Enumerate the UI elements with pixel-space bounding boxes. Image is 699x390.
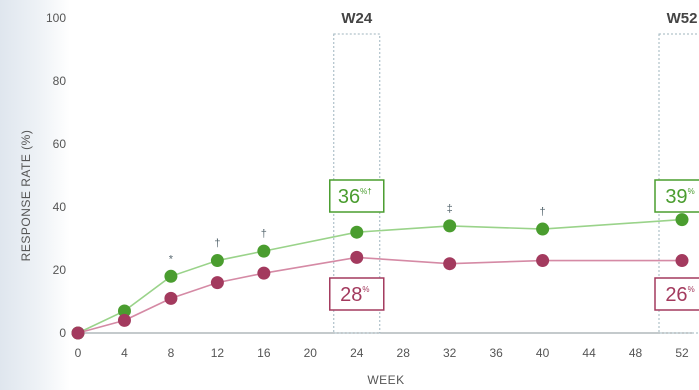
data-point-maroon bbox=[675, 254, 689, 268]
data-point-maroon bbox=[117, 313, 131, 327]
data-point-maroon bbox=[164, 291, 178, 305]
data-point-maroon bbox=[443, 257, 457, 271]
data-point-green bbox=[117, 304, 131, 318]
data-point-green bbox=[350, 225, 364, 239]
callout-value-green: 36%† bbox=[338, 186, 372, 208]
y-tick-label: 100 bbox=[46, 11, 66, 25]
x-tick-label: 4 bbox=[121, 346, 128, 360]
significance-marker: ‡ bbox=[447, 203, 453, 215]
x-tick-label: 28 bbox=[397, 346, 411, 360]
background-shade bbox=[0, 0, 70, 390]
highlight-week-label: W24 bbox=[341, 10, 373, 27]
x-tick-label: 40 bbox=[536, 346, 550, 360]
data-point-maroon bbox=[350, 250, 364, 264]
data-point-green bbox=[443, 219, 457, 233]
data-point-maroon bbox=[210, 276, 224, 290]
data-point-green bbox=[675, 213, 689, 227]
data-point-green bbox=[210, 254, 224, 268]
x-tick-label: 48 bbox=[629, 346, 643, 360]
data-point-green bbox=[257, 244, 271, 258]
x-tick-label: 32 bbox=[443, 346, 457, 360]
y-tick-label: 20 bbox=[53, 263, 67, 277]
callout-box-green bbox=[654, 179, 699, 213]
data-point-maroon bbox=[536, 254, 550, 268]
callout-box-maroon bbox=[329, 277, 385, 311]
x-tick-label: 24 bbox=[350, 346, 364, 360]
significance-marker: † bbox=[261, 228, 267, 240]
y-tick-label: 0 bbox=[59, 326, 66, 340]
x-axis-title: WEEK bbox=[367, 373, 404, 387]
highlight-week-label: W52 bbox=[667, 10, 698, 27]
significance-marker: † bbox=[540, 206, 546, 218]
x-tick-label: 0 bbox=[75, 346, 82, 360]
significance-marker: † bbox=[214, 238, 220, 250]
x-tick-label: 20 bbox=[304, 346, 318, 360]
data-point-maroon bbox=[257, 266, 271, 280]
data-point-green bbox=[536, 222, 550, 236]
x-tick-label: 12 bbox=[211, 346, 225, 360]
significance-marker: * bbox=[169, 253, 174, 265]
x-tick-label: 52 bbox=[675, 346, 689, 360]
data-point-green bbox=[164, 269, 178, 283]
callout-value-maroon: 26% bbox=[665, 284, 694, 306]
y-axis-title: RESPONSE RATE (%) bbox=[19, 130, 33, 262]
x-tick-label: 16 bbox=[257, 346, 271, 360]
data-point-maroon bbox=[71, 326, 85, 340]
x-tick-label: 44 bbox=[582, 346, 596, 360]
callout-value-green: 39% bbox=[665, 186, 694, 208]
x-tick-label: 36 bbox=[489, 346, 503, 360]
x-tick-label: 8 bbox=[168, 346, 175, 360]
callout-box-maroon bbox=[654, 277, 699, 311]
y-tick-label: 40 bbox=[53, 200, 67, 214]
callout-box-green bbox=[329, 179, 385, 213]
y-tick-label: 80 bbox=[53, 74, 67, 88]
callout-value-maroon: 28% bbox=[340, 284, 369, 306]
y-tick-label: 60 bbox=[53, 137, 67, 151]
